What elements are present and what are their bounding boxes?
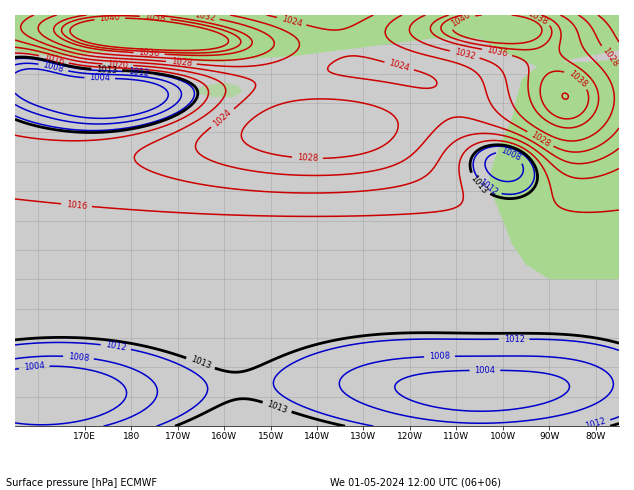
Text: 1008: 1008 (429, 352, 450, 361)
Text: 1012: 1012 (105, 341, 127, 353)
Text: 1004: 1004 (474, 366, 495, 375)
Text: 1024: 1024 (280, 14, 303, 28)
Text: 1012: 1012 (477, 178, 499, 197)
Text: 1004: 1004 (23, 362, 45, 372)
Text: 1028: 1028 (600, 46, 620, 69)
Text: 1038: 1038 (567, 68, 588, 89)
Text: 1020: 1020 (107, 60, 129, 70)
Text: 1028: 1028 (529, 130, 552, 148)
Text: 1038: 1038 (526, 8, 549, 26)
Text: 1013: 1013 (266, 399, 288, 415)
Text: 1040: 1040 (450, 10, 472, 29)
Text: 1032: 1032 (453, 47, 476, 61)
Text: 1008: 1008 (500, 146, 522, 163)
Text: 1038: 1038 (144, 12, 166, 23)
Text: 1013: 1013 (469, 173, 489, 196)
Polygon shape (191, 82, 243, 97)
Text: 1012: 1012 (585, 417, 607, 431)
Polygon shape (489, 59, 619, 279)
Polygon shape (15, 15, 619, 68)
Text: 1024: 1024 (388, 59, 411, 74)
Text: 1012: 1012 (128, 67, 150, 78)
Text: 1016: 1016 (42, 52, 65, 67)
Text: 1013: 1013 (96, 65, 117, 75)
Text: 1032: 1032 (193, 10, 216, 23)
Text: 1008: 1008 (42, 60, 65, 74)
Text: 1028: 1028 (297, 153, 318, 163)
Text: 1016: 1016 (65, 199, 87, 211)
Text: 1036: 1036 (486, 45, 508, 59)
Text: We 01-05-2024 12:00 UTC (06+06): We 01-05-2024 12:00 UTC (06+06) (330, 478, 501, 488)
Text: 1040: 1040 (99, 13, 120, 24)
Text: 1013: 1013 (189, 355, 212, 371)
Text: 1024: 1024 (212, 108, 233, 128)
Text: Surface pressure [hPa] ECMWF: Surface pressure [hPa] ECMWF (6, 478, 157, 488)
Text: 1008: 1008 (68, 352, 89, 363)
Text: 1012: 1012 (503, 335, 525, 343)
Text: 1036: 1036 (138, 48, 160, 59)
Text: 1028: 1028 (171, 57, 192, 68)
Text: 1004: 1004 (89, 74, 110, 83)
